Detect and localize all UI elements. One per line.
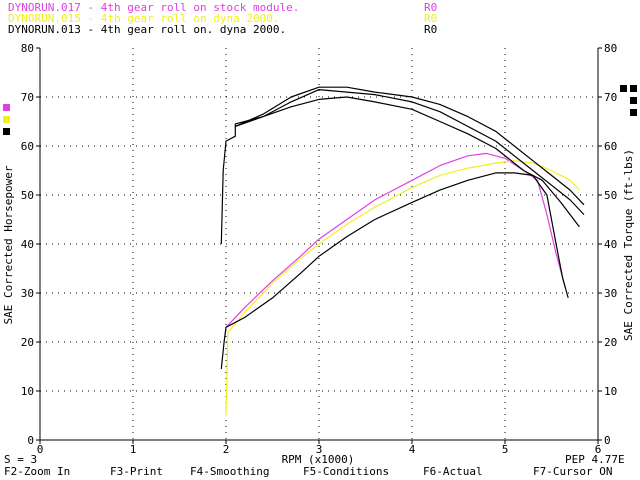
f3-print-key[interactable]: F3-Print (110, 465, 163, 478)
y-tick-label-right-0: 0 (604, 434, 611, 447)
legend-tag-017: R0 (424, 1, 438, 14)
y-tick-label-left-40: 40 (21, 238, 34, 251)
y-tick-label-left-60: 60 (21, 140, 34, 153)
y-tick-label-right-20: 20 (604, 336, 617, 349)
y-tick-label-right-60: 60 (604, 140, 617, 153)
f6-actual-key[interactable]: F6-Actual (423, 465, 483, 478)
right-swatch-1 (630, 85, 637, 92)
series-horsepower-1 (225, 160, 580, 416)
y-tick-label-right-80: 80 (604, 42, 617, 55)
chart-series (220, 86, 585, 416)
y-tick-label-left-30: 30 (21, 287, 34, 300)
f5-conditions-key[interactable]: F5-Conditions (303, 465, 390, 478)
series-torque-3 (220, 96, 580, 245)
y-tick-label-left-10: 10 (21, 385, 34, 398)
series-torque-4 (235, 88, 585, 216)
legend-tag-015: R0 (424, 12, 438, 25)
y-tick-label-left-50: 50 (21, 189, 34, 202)
left-swatch-black (3, 128, 10, 135)
pep-status: PEP 4.77E (565, 453, 625, 466)
series-torque-5 (235, 86, 585, 206)
y-axis-label-left: SAE Corrected Horsepower (2, 165, 15, 324)
legend-tag-013: R0 (424, 23, 438, 36)
f7-cursor-key[interactable]: F7-Cursor ON (533, 465, 613, 478)
x-tick-label-3: 3 (316, 443, 323, 456)
legend-entry-013: DYNORUN.013 - 4th gear roll on. dyna 200… (8, 23, 287, 36)
series-horsepower-2 (220, 172, 569, 369)
left-swatch-magenta (3, 104, 10, 111)
left-swatch-yellow (3, 116, 10, 123)
y-tick-label-right-70: 70 (604, 91, 617, 104)
legend-entry-015: DYNORUN.015 - 4th gear roll on dyna 2000… (8, 12, 280, 25)
x-tick-label-6: 6 (595, 443, 602, 456)
right-swatch-4 (620, 85, 627, 92)
y-tick-label-right-40: 40 (604, 238, 617, 251)
y-tick-label-left-0: 0 (27, 434, 34, 447)
x-tick-label-4: 4 (409, 443, 416, 456)
y-tick-label-left-20: 20 (21, 336, 34, 349)
x-axis-label: RPM (x1000) (282, 453, 355, 466)
y-tick-label-right-30: 30 (604, 287, 617, 300)
y-axis-label-right: SAE Corrected Torque (ft-lbs) (622, 149, 635, 341)
right-swatch-2 (630, 97, 637, 104)
y-tick-label-left-80: 80 (21, 42, 34, 55)
f2-zoom-in-key[interactable]: F2-Zoom In (4, 465, 71, 478)
x-tick-label-1: 1 (130, 443, 137, 456)
f4-smoothing-key[interactable]: F4-Smoothing (190, 465, 270, 478)
x-tick-label-0: 0 (37, 443, 44, 456)
y-tick-label-right-10: 10 (604, 385, 617, 398)
y-tick-label-left-70: 70 (21, 91, 34, 104)
right-swatch-3 (630, 109, 637, 116)
x-tick-label-2: 2 (223, 443, 230, 456)
series-horsepower-0 (225, 152, 567, 328)
smoothing-status: S = 3 (4, 453, 38, 466)
y-tick-label-right-50: 50 (604, 189, 617, 202)
legend-entry-017: DYNORUN.017 - 4th gear roll on stock mod… (8, 1, 300, 14)
x-tick-label-5: 5 (502, 443, 509, 456)
